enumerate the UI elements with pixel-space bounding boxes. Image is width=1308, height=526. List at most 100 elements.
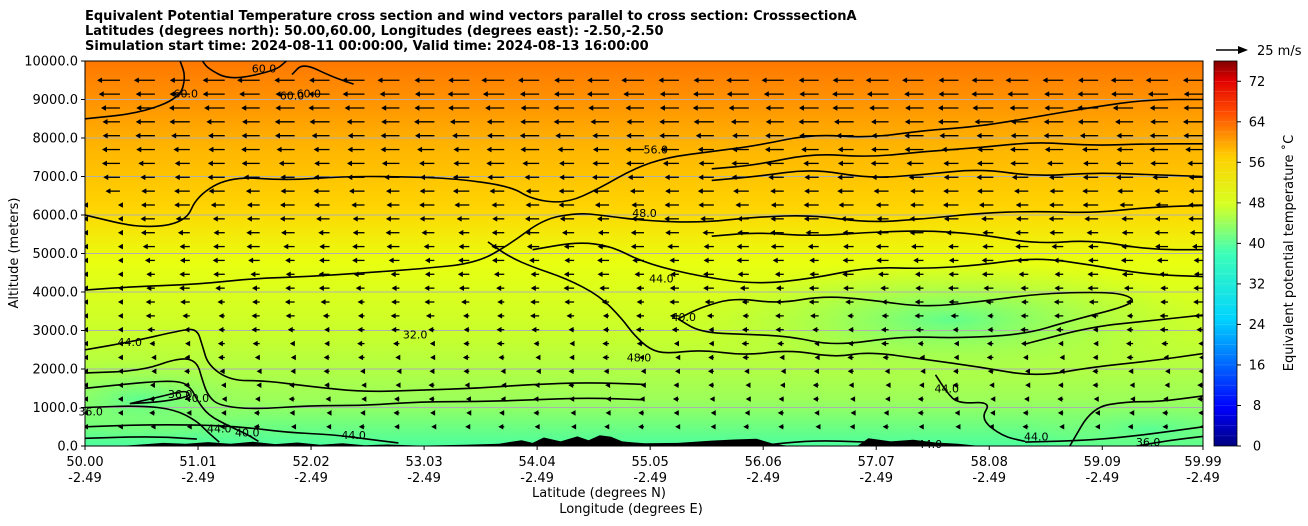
wind-arrowhead-15-31 xyxy=(1160,285,1166,291)
wind-arrowhead-8-28 xyxy=(1049,188,1055,194)
wind-arrowhead-9-11 xyxy=(454,202,460,208)
wind-arrowhead-0-22 xyxy=(832,77,838,84)
wind-arrowhead-13-29 xyxy=(1088,257,1094,264)
wind-arrowhead-25-18 xyxy=(710,423,716,430)
wind-arrowhead-23-18 xyxy=(709,396,715,402)
contour-label-11: 36.0 xyxy=(168,388,193,401)
wind-arrowhead-1-30 xyxy=(1111,91,1117,97)
y-axis-ticks: 0.0 1000.0 2000.0 3000.0 4000.0 5000.0 6000.0 7… xyxy=(24,55,85,455)
wind-arrowhead-15-7 xyxy=(318,285,324,291)
wind-arrowhead-16-7 xyxy=(320,299,326,305)
wind-arrowhead-20-1 xyxy=(117,354,123,361)
wind-arrowhead-9-24 xyxy=(910,202,916,208)
wind-arrowhead-1-23 xyxy=(866,91,872,97)
wind-arrowhead-24-23 xyxy=(883,410,889,416)
wind-arrowhead-22-14 xyxy=(568,382,574,388)
wind-arrowhead-8-5 xyxy=(245,188,251,194)
wind-arrowhead-18-31 xyxy=(1159,326,1165,333)
wind-arrowhead-9-13 xyxy=(525,202,531,208)
wind-arrowhead-19-8 xyxy=(357,340,363,347)
wind-arrowhead-24-10 xyxy=(430,410,436,416)
wind-arrowhead-19-18 xyxy=(708,340,714,347)
wind-arrowhead-22-28 xyxy=(1058,382,1064,388)
wind-arrowhead-17-11 xyxy=(463,313,469,319)
wind-arrowhead-1-25 xyxy=(938,91,944,97)
wind-arrowhead-15-13 xyxy=(530,285,536,291)
wind-arrowhead-18-26 xyxy=(987,326,993,333)
x-tick-label-lat-2: 52.02 xyxy=(292,455,329,470)
contour-line-48-18 xyxy=(85,436,197,440)
wind-arrowhead-6-21 xyxy=(803,160,809,167)
wind-arrowhead-10-24 xyxy=(909,216,915,222)
wind-arrowhead-16-14 xyxy=(564,299,570,305)
wind-arrowhead-9-18 xyxy=(698,202,704,208)
wind-arrowhead-9-9 xyxy=(386,202,392,208)
wind-arrowhead-9-5 xyxy=(247,202,253,208)
wind-arrowhead-11-32 xyxy=(1189,229,1195,236)
wind-arrowhead-8-12 xyxy=(489,188,495,194)
wind-arrowhead-17-3 xyxy=(182,313,188,319)
wind-arrowhead-18-8 xyxy=(357,326,363,333)
wind-arrowhead-9-7 xyxy=(314,202,320,208)
wind-arrowhead-20-8 xyxy=(358,354,364,361)
wind-arrowhead-22-27 xyxy=(1025,382,1031,388)
wind-arrowhead-14-1 xyxy=(117,271,123,278)
wind-arrowhead-13-13 xyxy=(529,257,535,264)
wind-arrowhead-15-21 xyxy=(808,285,814,291)
wind-arrowhead-12-12 xyxy=(491,243,497,250)
wind-arrowhead-5-1 xyxy=(102,146,108,153)
wind-arrowhead-24-16 xyxy=(638,410,644,416)
wind-arrowhead-21-31 xyxy=(1165,368,1171,375)
wind-arrowhead-25-15 xyxy=(604,423,610,430)
wind-arrowhead-1-26 xyxy=(971,91,977,97)
wind-arrowhead-9-14 xyxy=(558,202,564,208)
x-tick-label-lon-4: -2.49 xyxy=(520,471,554,486)
wind-arrowhead-19-0 xyxy=(85,340,88,347)
wind-arrowhead-15-32 xyxy=(1193,285,1199,291)
wind-arrowhead-0-14 xyxy=(554,77,560,84)
wind-arrowhead-1-14 xyxy=(554,91,560,97)
colorbar-bands xyxy=(1214,70,1237,437)
wind-arrowhead-8-3 xyxy=(174,188,180,194)
wind-arrowhead-25-0 xyxy=(85,423,88,430)
wind-arrowhead-9-30 xyxy=(1119,202,1125,208)
wind-arrowhead-4-10 xyxy=(414,132,420,139)
wind-arrowhead-3-22 xyxy=(834,119,840,125)
wind-arrowhead-9-25 xyxy=(942,202,948,208)
wind-arrowhead-2-22 xyxy=(832,105,838,111)
wind-arrowhead-25-22 xyxy=(849,423,855,430)
x-axis-ticks: 50.00-2.4951.01-2.4952.02-2.4953.03-2.49… xyxy=(66,446,1222,486)
wind-arrowhead-24-1 xyxy=(117,410,123,416)
wind-arrowhead-2-30 xyxy=(1112,105,1118,111)
wind-arrowhead-4-5 xyxy=(241,132,247,139)
wind-arrowhead-12-8 xyxy=(352,243,358,250)
wind-arrowhead-5-4 xyxy=(208,146,214,153)
wind-arrowhead-16-20 xyxy=(775,299,781,305)
wind-arrowhead-23-16 xyxy=(639,396,645,402)
wind-arrowhead-4-8 xyxy=(347,132,353,139)
y-tick-label-1: 1000.0 xyxy=(33,401,79,416)
wind-arrowhead-1-8 xyxy=(342,91,348,97)
wind-arrowhead-7-27 xyxy=(1011,174,1017,181)
wind-arrowhead-2-10 xyxy=(414,105,420,111)
wind-arrowhead-9-17 xyxy=(664,202,670,208)
colorbar-tick-label-7: 56 xyxy=(1249,156,1266,171)
x-tick-label-lat-5: 55.05 xyxy=(632,455,669,470)
wind-arrowhead-16-9 xyxy=(391,299,397,305)
x-tick-label-lon-1: -2.49 xyxy=(181,471,215,486)
wind-arrowhead-2-5 xyxy=(241,105,247,111)
wind-arrowhead-6-28 xyxy=(1047,160,1053,167)
colorbar-tick-label-3: 24 xyxy=(1249,318,1266,333)
wind-arrowhead-15-6 xyxy=(285,285,291,291)
wind-arrowhead-24-30 xyxy=(1129,410,1135,416)
wind-arrowhead-14-30 xyxy=(1121,271,1127,278)
wind-arrowhead-18-16 xyxy=(635,326,641,333)
wind-arrowhead-12-31 xyxy=(1154,243,1160,250)
wind-arrowhead-19-22 xyxy=(847,340,853,347)
wind-arrowhead-18-25 xyxy=(952,326,958,333)
wind-arrowhead-13-24 xyxy=(913,257,919,264)
wind-arrowhead-8-6 xyxy=(280,188,286,194)
wind-arrowhead-12-0 xyxy=(85,243,88,250)
wind-arrowhead-12-32 xyxy=(1191,243,1197,250)
wind-arrowhead-2-16 xyxy=(625,105,631,111)
